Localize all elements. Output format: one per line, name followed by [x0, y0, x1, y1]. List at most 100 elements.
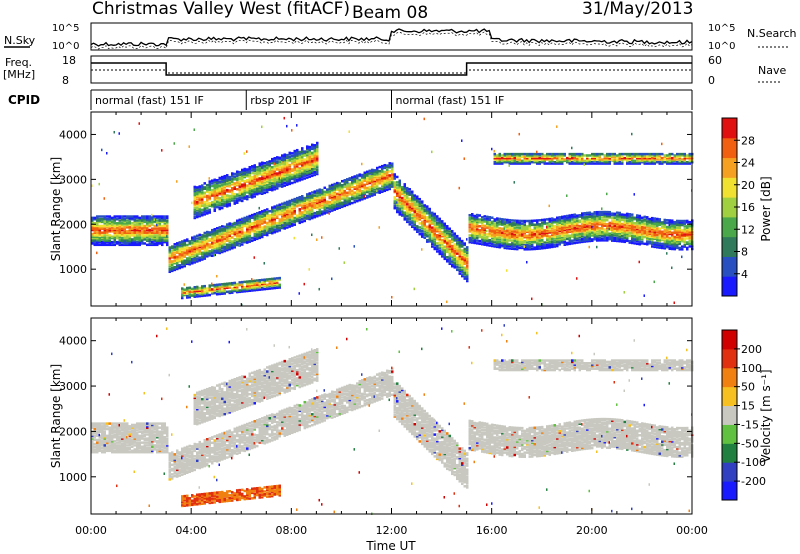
heatmap-cell — [371, 179, 374, 182]
heatmap-cell — [238, 185, 241, 189]
heatmap-cell — [263, 187, 266, 191]
heatmap-cell — [96, 243, 99, 247]
heatmap-cell — [511, 156, 514, 160]
heatmap-cell — [536, 239, 539, 242]
heatmap-cell — [488, 228, 491, 231]
heatmap-cell — [341, 179, 344, 183]
heatmap-cell — [268, 284, 271, 288]
heatmap-cell — [446, 260, 449, 263]
heatmap-cell — [298, 174, 301, 178]
heatmap-cell — [163, 223, 166, 226]
heatmap-cell — [473, 233, 476, 237]
heatmap-cell — [133, 243, 136, 247]
heatmap-speckle — [191, 201, 193, 205]
heatmap-cell — [508, 227, 511, 230]
heatmap-cell — [218, 207, 221, 211]
heatmap-cell — [271, 218, 274, 221]
heatmap-cell — [573, 239, 576, 242]
heatmap-speckle — [98, 182, 100, 186]
heatmap-cell — [356, 187, 359, 191]
heatmap-cell — [228, 196, 231, 199]
heatmap-cell — [516, 160, 519, 164]
heatmap-cell — [381, 183, 384, 187]
heatmap-cell — [443, 248, 446, 251]
heatmap-cell — [216, 178, 219, 182]
heatmap-cell — [268, 183, 271, 186]
heatmap-cell — [261, 211, 264, 214]
heatmap-cell — [176, 262, 179, 265]
heatmap-cell — [276, 221, 279, 225]
heatmap-cell — [408, 216, 411, 219]
heatmap-cell — [558, 226, 561, 230]
heatmap-cell — [101, 217, 104, 221]
heatmap-cell — [456, 248, 459, 251]
heatmap-cell — [313, 157, 316, 160]
heatmap-cell — [203, 250, 206, 254]
heatmap-cell — [288, 173, 291, 176]
heatmap-cell — [311, 199, 314, 202]
heatmap-cell — [303, 158, 306, 161]
heatmap-cell — [386, 176, 389, 179]
heatmap-cell — [253, 282, 256, 285]
heatmap-cell — [556, 160, 559, 164]
heatmap-cell — [433, 222, 436, 225]
heatmap-cell — [433, 246, 436, 249]
heatmap-cell — [218, 184, 221, 188]
heatmap-cell — [563, 158, 566, 161]
heatmap-cell — [493, 237, 496, 240]
heatmap-cell — [536, 247, 539, 251]
heatmap-cell — [453, 245, 456, 249]
heatmap-cell — [423, 208, 426, 211]
heatmap-cell — [508, 224, 511, 227]
heatmap-cell — [246, 170, 249, 174]
heatmap-cell — [436, 229, 439, 233]
heatmap-speckle — [338, 247, 340, 250]
heatmap-cell — [233, 178, 236, 181]
heatmap-cell — [106, 223, 109, 226]
heatmap-cell — [496, 156, 499, 160]
heatmap-cell — [123, 227, 126, 230]
heatmap-cell — [468, 220, 471, 224]
heatmap-cell — [568, 229, 571, 232]
heatmap-cell — [551, 240, 554, 243]
heatmap-cell — [576, 217, 579, 220]
heatmap-cell — [98, 220, 101, 224]
heatmap-cell — [126, 236, 129, 240]
heatmap-cell — [316, 152, 319, 156]
heatmap-cell — [278, 157, 281, 161]
heatmap-cell — [446, 238, 449, 242]
heatmap-cell — [391, 181, 394, 184]
heatmap-cell — [418, 201, 421, 205]
heatmap-cell — [481, 230, 484, 234]
heatmap-cell — [203, 291, 206, 295]
heatmap-cell — [428, 222, 431, 226]
heatmap-cell — [273, 183, 276, 187]
heatmap-cell — [111, 227, 114, 230]
heatmap-cell — [226, 196, 229, 200]
heatmap-cell — [496, 225, 499, 228]
heatmap-cell — [206, 242, 209, 246]
heatmap-cell — [501, 220, 504, 224]
heatmap-cell — [141, 215, 144, 218]
heatmap-cell — [201, 214, 204, 217]
heatmap-cell — [568, 221, 571, 224]
heatmap-cell — [463, 250, 466, 253]
heatmap-cell — [321, 195, 324, 199]
heatmap-cell — [91, 227, 94, 230]
heatmap-cell — [263, 210, 266, 214]
heatmap-cell — [498, 243, 501, 246]
heatmap-cell — [216, 247, 219, 250]
heatmap-cell — [426, 225, 429, 229]
heatmap-speckle — [251, 278, 253, 281]
heatmap-cell — [486, 222, 489, 225]
heatmap-cell — [198, 240, 201, 243]
noise-right-top: 10^5 — [708, 23, 735, 34]
heatmap-cell — [193, 200, 196, 204]
heatmap-cell — [556, 243, 559, 246]
heatmap-cell — [443, 254, 446, 258]
heatmap-cell — [188, 253, 191, 257]
heatmap-cell — [251, 175, 254, 179]
heatmap-cell — [338, 193, 341, 196]
heatmap-cell — [236, 181, 239, 184]
heatmap-cell — [141, 224, 144, 228]
